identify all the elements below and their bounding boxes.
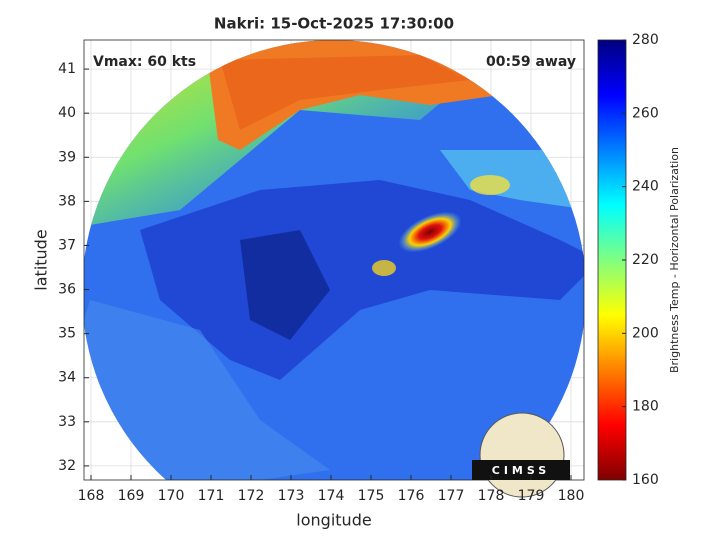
colorbar-tick-label: 280 [632,32,659,48]
x-tick-label: 177 [438,488,465,504]
x-tick-label: 175 [358,488,385,504]
annotation: Vmax: 60 kts [93,54,196,70]
x-tick-label: 169 [118,488,145,504]
colorbar-tick-label: 260 [632,105,659,121]
y-tick-label: 37 [58,237,76,253]
chart-title: Nakri: 15-Oct-2025 17:30:00 [214,15,454,33]
y-axis-label: latitude [32,229,51,290]
plot-frame [83,39,585,481]
x-tick-label: 174 [318,488,345,504]
x-tick-label: 176 [398,488,425,504]
x-tick-label: 170 [158,488,185,504]
x-tick-label: 179 [518,488,545,504]
x-tick-label: 178 [478,488,505,504]
x-tick-label: 168 [78,488,105,504]
colorbar-tick-label: 180 [632,399,659,415]
colorbar [597,39,627,481]
y-tick-label: 38 [58,193,76,209]
y-tick-label: 35 [58,326,76,342]
colorbar-tick-label: 200 [632,325,659,341]
x-tick-label: 172 [238,488,265,504]
logo: CIMSS [472,412,570,498]
y-tick-label: 34 [58,370,76,386]
x-tick-label: 171 [198,488,225,504]
logo-text: CIMSS [492,464,550,477]
y-tick-label: 40 [58,105,76,121]
annotation: 00:59 away [486,54,576,70]
y-tick-label: 33 [58,414,76,430]
y-tick-label: 36 [58,282,76,298]
colorbar-tick-label: 160 [632,472,659,488]
y-tick-label: 39 [58,149,76,165]
x-tick-label: 180 [558,488,585,504]
colorbar-tick-label: 220 [632,252,659,268]
x-tick-label: 173 [278,488,305,504]
x-axis-label: longitude [296,511,371,530]
colorbar-label: Brightness Temp - Horizontal Polarizatio… [668,147,681,373]
y-tick-label: 32 [58,458,76,474]
colorbar-tick-label: 240 [632,179,659,195]
y-tick-label: 41 [58,61,76,77]
